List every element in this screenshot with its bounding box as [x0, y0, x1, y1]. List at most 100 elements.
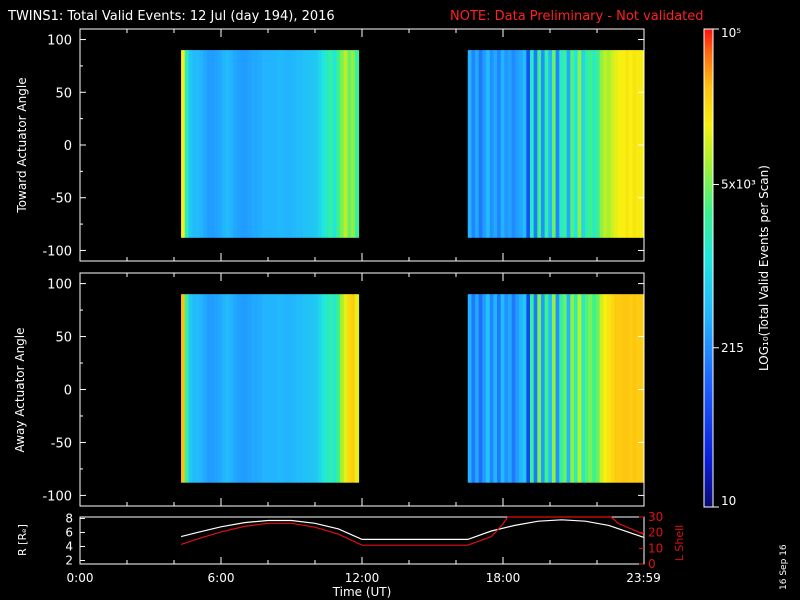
toward-cell — [232, 50, 238, 238]
toward-heatmap-panel: 100 50 0 -50 -100 Toward Actuator Angle — [15, 28, 645, 262]
away-cell — [559, 294, 564, 483]
away-cell — [354, 294, 360, 483]
away-cell — [577, 294, 582, 483]
toward-cell — [530, 50, 535, 238]
toward-cell — [325, 50, 330, 238]
toward-cell — [221, 50, 227, 238]
away-cell — [504, 294, 509, 483]
toward-cell — [236, 50, 241, 238]
toward-cell — [548, 50, 553, 238]
toward-cell — [284, 50, 289, 238]
toward-y-axis-label: Toward Actuator Angle — [15, 77, 29, 213]
away-cell — [232, 294, 238, 483]
away-cell — [475, 294, 480, 483]
away-cell — [288, 294, 293, 483]
toward-cell — [343, 50, 348, 238]
away-cell — [544, 294, 549, 483]
away-cell — [581, 294, 586, 483]
toward-cell — [184, 50, 190, 238]
away-cell — [540, 294, 546, 483]
toward-cell — [628, 50, 634, 238]
away-cell — [181, 294, 186, 483]
toward-cell — [258, 50, 263, 238]
toward-cell — [240, 50, 245, 238]
toward-y-ticks: 100 50 0 -50 -100 — [42, 29, 645, 261]
toward-cell — [471, 50, 476, 238]
away-cell — [566, 294, 571, 483]
away-cell — [570, 294, 575, 483]
toward-cell — [482, 50, 487, 238]
toward-cell — [199, 50, 204, 238]
away-cell — [229, 294, 234, 483]
away-cell — [548, 294, 553, 483]
toward-cell — [497, 50, 502, 238]
away-ytick-label: 50 — [55, 331, 72, 346]
toward-heatmap-cells — [181, 50, 645, 238]
toward-cell — [599, 50, 604, 238]
toward-cell — [328, 50, 334, 238]
toward-cell — [511, 50, 516, 238]
toward-cell — [299, 50, 304, 238]
toward-cell — [351, 50, 356, 238]
away-ytick-label: -100 — [42, 489, 72, 504]
away-cell — [588, 294, 593, 483]
away-cell — [188, 294, 193, 483]
away-cell — [273, 294, 278, 483]
x-tick-label: 12:00 — [345, 571, 380, 585]
toward-cell — [617, 50, 623, 238]
toward-cell — [614, 50, 619, 238]
toward-cell — [210, 50, 215, 238]
away-cell — [284, 294, 289, 483]
away-cell — [291, 294, 297, 483]
chart-title: TWINS1: Total Valid Events: 12 Jul (day … — [7, 9, 335, 24]
toward-cell — [317, 50, 323, 238]
away-cell — [522, 294, 527, 483]
toward-cell — [632, 50, 637, 238]
away-cell — [617, 294, 623, 483]
toward-cell — [504, 50, 509, 238]
away-cell — [236, 294, 241, 483]
toward-cell — [515, 50, 520, 238]
away-cell — [251, 294, 256, 483]
x-axis-label: Time (UT) — [332, 585, 392, 599]
l-shell-ytick-label: 30 — [648, 510, 663, 524]
away-cell — [339, 294, 345, 483]
toward-ytick-label: 100 — [47, 34, 72, 49]
toward-cell — [592, 50, 597, 238]
toward-cell — [247, 50, 252, 238]
toward-cell — [584, 50, 590, 238]
toward-cell — [519, 50, 524, 238]
away-cell — [210, 294, 215, 483]
toward-cell — [639, 50, 645, 238]
away-cell — [306, 294, 312, 483]
away-cell — [639, 294, 645, 483]
x-tick-label: 0:00 — [67, 571, 94, 585]
toward-cell — [533, 50, 538, 238]
away-cell — [606, 294, 612, 483]
toward-cell — [566, 50, 571, 238]
away-cell — [478, 294, 483, 483]
toward-cell — [508, 50, 513, 238]
away-cell — [610, 294, 615, 483]
toward-cell — [321, 50, 326, 238]
away-cell — [573, 294, 579, 483]
toward-cell — [537, 50, 542, 238]
away-cell — [500, 294, 505, 483]
away-cell — [303, 294, 308, 483]
l-shell-line — [180, 516, 644, 546]
away-cell — [277, 294, 282, 483]
toward-cell — [251, 50, 256, 238]
away-cell — [497, 294, 502, 483]
toward-cell — [277, 50, 282, 238]
away-cell — [533, 294, 538, 483]
toward-cell — [562, 50, 568, 238]
preliminary-note: NOTE: Data Preliminary - Not validated — [450, 9, 704, 24]
away-cell — [343, 294, 348, 483]
toward-cell — [291, 50, 297, 238]
x-tick-label: 18:00 — [486, 571, 521, 585]
away-cell — [562, 294, 568, 483]
away-cell — [515, 294, 520, 483]
